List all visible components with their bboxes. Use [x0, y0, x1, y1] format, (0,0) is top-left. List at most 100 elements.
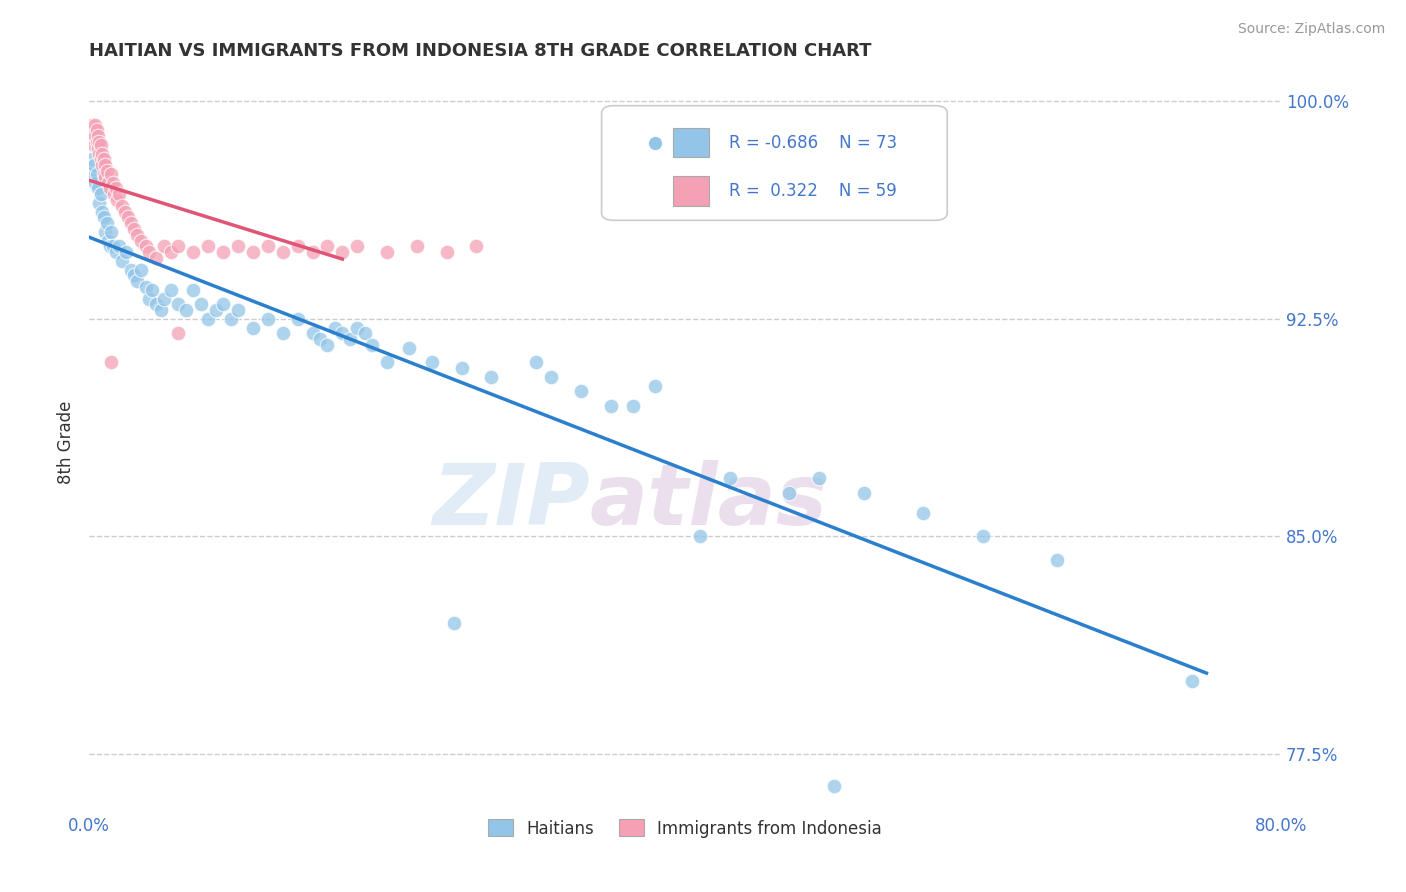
- Point: [100, 167, 122, 181]
- Point: [100, 225, 122, 239]
- Point: [129, 234, 152, 248]
- Point: [398, 341, 420, 355]
- Point: [135, 239, 157, 253]
- Point: [138, 245, 160, 260]
- Point: [204, 303, 226, 318]
- Legend: Haitians, Immigrants from Indonesia: Haitians, Immigrants from Indonesia: [481, 813, 889, 844]
- Point: [94, 225, 117, 239]
- Point: [120, 216, 142, 230]
- Point: [405, 239, 427, 253]
- Point: [287, 239, 309, 253]
- Point: [852, 486, 875, 500]
- Point: [808, 471, 831, 485]
- Point: [79, 167, 101, 181]
- Point: [160, 245, 183, 260]
- Point: [145, 251, 167, 265]
- Point: [443, 616, 465, 631]
- Point: [145, 297, 167, 311]
- FancyBboxPatch shape: [673, 176, 709, 205]
- Point: [83, 158, 105, 172]
- Y-axis label: 8th Grade: 8th Grade: [58, 401, 75, 483]
- Point: [90, 153, 112, 167]
- Point: [420, 355, 443, 369]
- Point: [84, 176, 107, 190]
- Point: [96, 164, 118, 178]
- Point: [644, 378, 666, 392]
- Point: [94, 169, 117, 184]
- Point: [86, 123, 108, 137]
- Point: [79, 123, 101, 137]
- Point: [183, 283, 205, 297]
- Point: [301, 245, 323, 260]
- Point: [114, 204, 136, 219]
- Point: [129, 262, 152, 277]
- Point: [330, 326, 353, 341]
- Point: [242, 245, 264, 260]
- Point: [316, 338, 339, 352]
- Point: [83, 123, 105, 137]
- Point: [183, 245, 205, 260]
- Point: [226, 303, 249, 318]
- Point: [257, 312, 280, 326]
- Point: [87, 141, 110, 155]
- Point: [103, 187, 125, 202]
- Point: [141, 283, 163, 297]
- FancyBboxPatch shape: [673, 128, 709, 158]
- Point: [375, 245, 398, 260]
- Point: [301, 326, 323, 341]
- Point: [90, 137, 112, 152]
- Point: [346, 320, 368, 334]
- Point: [96, 216, 118, 230]
- Point: [80, 129, 103, 144]
- Point: [346, 239, 368, 253]
- Point: [271, 245, 294, 260]
- FancyBboxPatch shape: [602, 105, 948, 220]
- Point: [323, 320, 346, 334]
- Point: [115, 245, 138, 260]
- Point: [621, 399, 644, 413]
- Point: [97, 176, 120, 190]
- Point: [167, 239, 190, 253]
- Point: [339, 332, 361, 346]
- Point: [91, 158, 114, 172]
- Text: ZIP: ZIP: [432, 459, 589, 543]
- Point: [97, 234, 120, 248]
- Point: [89, 146, 111, 161]
- Point: [84, 129, 107, 144]
- Point: [87, 181, 110, 195]
- Point: [84, 118, 107, 132]
- Point: [309, 332, 332, 346]
- Point: [98, 239, 121, 253]
- Point: [1046, 552, 1069, 566]
- Point: [540, 370, 562, 384]
- Point: [86, 167, 108, 181]
- Point: [86, 135, 108, 149]
- Point: [152, 239, 174, 253]
- Point: [160, 283, 183, 297]
- Point: [479, 370, 502, 384]
- Point: [104, 181, 127, 195]
- Point: [101, 176, 124, 190]
- Point: [117, 211, 139, 225]
- Point: [465, 239, 488, 253]
- Point: [190, 297, 212, 311]
- Point: [174, 303, 197, 318]
- Text: Source: ZipAtlas.com: Source: ZipAtlas.com: [1237, 22, 1385, 37]
- Point: [1180, 674, 1202, 689]
- Text: R =  0.322    N = 59: R = 0.322 N = 59: [730, 182, 897, 200]
- Point: [90, 187, 112, 202]
- Point: [91, 146, 114, 161]
- Point: [152, 292, 174, 306]
- Point: [718, 471, 741, 485]
- Point: [108, 187, 131, 202]
- Point: [91, 204, 114, 219]
- Point: [100, 355, 122, 369]
- Point: [138, 292, 160, 306]
- Point: [111, 254, 134, 268]
- Point: [436, 245, 458, 260]
- Point: [450, 361, 472, 376]
- Point: [167, 326, 190, 341]
- Point: [87, 129, 110, 144]
- Text: atlas: atlas: [589, 459, 828, 543]
- Point: [94, 158, 117, 172]
